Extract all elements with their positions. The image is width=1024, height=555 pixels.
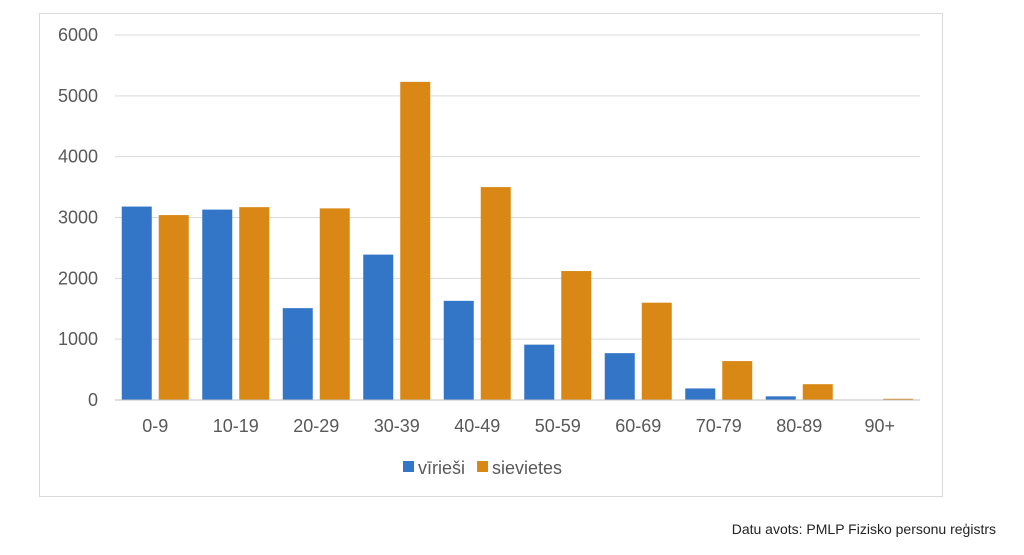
bars [121, 81, 914, 400]
x-tick-label: 90+ [864, 416, 895, 436]
y-axis-ticks: 0 1000 2000 3000 4000 5000 6000 [58, 25, 98, 410]
y-tick-label: 5000 [58, 86, 98, 106]
x-axis-ticks: 0-9 10-19 20-29 30-39 40-49 50-59 60-69 70-79 80… [142, 416, 895, 436]
bar-0-4 [443, 300, 474, 400]
bar-1-1 [239, 207, 270, 400]
y-tick-label: 0 [88, 390, 98, 410]
bar-1-4 [480, 187, 511, 400]
x-tick-label: 40-49 [454, 416, 500, 436]
legend-swatch [477, 461, 489, 472]
legend: vīrieši sievietes [403, 458, 562, 478]
source-note: Datu avots: PMLP Fizisko personu reģistr… [731, 521, 996, 537]
bar-0-6 [604, 353, 635, 400]
bar-1-6 [641, 302, 672, 400]
bar-1-7 [722, 361, 753, 400]
x-tick-label: 20-29 [293, 416, 339, 436]
bar-0-1 [202, 209, 233, 400]
x-tick-label: 30-39 [374, 416, 420, 436]
x-tick-label: 10-19 [213, 416, 259, 436]
x-tick-label: 60-69 [615, 416, 661, 436]
y-tick-label: 1000 [58, 329, 98, 349]
x-tick-label: 50-59 [535, 416, 581, 436]
bar-1-2 [319, 208, 350, 400]
x-tick-label: 70-79 [696, 416, 742, 436]
bar-0-0 [121, 206, 152, 400]
legend-swatch [403, 461, 414, 472]
y-tick-label: 3000 [58, 208, 98, 228]
y-tick-label: 6000 [58, 25, 98, 45]
bar-1-9 [883, 398, 914, 400]
bar-1-0 [158, 215, 189, 400]
x-tick-label: 80-89 [776, 416, 822, 436]
legend-label: sievietes [492, 458, 562, 478]
bar-0-2 [282, 308, 313, 400]
bar-1-5 [561, 271, 592, 400]
x-tick-label: 0-9 [142, 416, 168, 436]
bar-0-8 [765, 396, 796, 400]
bar-0-7 [685, 388, 716, 400]
bar-0-5 [524, 344, 555, 400]
bar-0-3 [363, 254, 394, 400]
gridlines [115, 34, 920, 340]
bar-1-3 [400, 81, 431, 400]
bar-1-8 [802, 384, 833, 400]
y-tick-label: 4000 [58, 147, 98, 167]
legend-label: vīrieši [418, 458, 465, 478]
y-tick-label: 2000 [58, 268, 98, 288]
